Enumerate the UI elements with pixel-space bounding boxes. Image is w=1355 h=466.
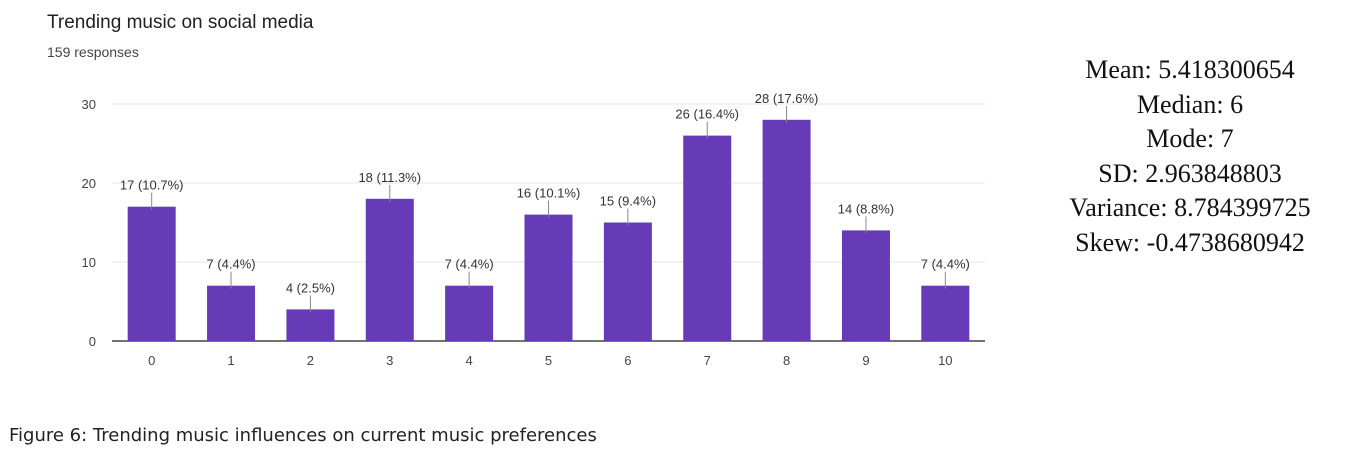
- data-label: 15 (9.4%): [600, 194, 656, 209]
- x-tick-label: 5: [545, 353, 552, 368]
- y-tick-label: 0: [89, 334, 96, 349]
- data-label: 17 (10.7%): [120, 178, 184, 193]
- bar-chart: 0 10 20 30 0 17 (10.7%) 1 7 (4.4%) 2 4 (2.5%) 3 18 …: [82, 91, 985, 368]
- stat-mode: Mode: 7: [1146, 124, 1234, 154]
- bar: [365, 198, 414, 341]
- bar: [127, 206, 176, 341]
- x-tick-label: 3: [386, 353, 393, 368]
- stat-mean: Mean: 5.418300654: [1085, 55, 1295, 84]
- stat-variance: Variance: 8.784399725: [1069, 193, 1311, 223]
- bar: [207, 285, 256, 341]
- x-tick-label: 2: [307, 353, 314, 368]
- statistics-panel: Mean: 5.418300654 Median: 6 Mode: 7 SD: …: [1040, 53, 1340, 261]
- bar: [841, 230, 890, 341]
- data-label: 16 (10.1%): [517, 186, 581, 201]
- x-tick-label: 4: [466, 353, 473, 368]
- stat-skew: Skew: -0.4738680942: [1075, 227, 1305, 257]
- x-tick-label: 1: [227, 353, 234, 368]
- figure-caption: Figure 6: Trending music influences on c…: [9, 425, 597, 446]
- stat-median: Median: 6: [1136, 89, 1244, 119]
- bar: [524, 214, 573, 341]
- chart-title: Trending music on social media: [47, 12, 314, 33]
- x-tick-label: 9: [862, 353, 869, 368]
- bar: [683, 135, 732, 341]
- bar: [445, 285, 494, 341]
- bar: [921, 285, 970, 341]
- data-label: 18 (11.3%): [358, 170, 421, 185]
- x-tick-label: 8: [783, 353, 790, 368]
- x-tick-label: 10: [938, 353, 952, 368]
- x-tick-label: 6: [624, 353, 631, 368]
- y-tick-label: 20: [82, 176, 96, 191]
- y-tick-label: 10: [82, 255, 96, 270]
- x-tick-label: 7: [704, 353, 711, 368]
- data-label: 4 (2.5%): [286, 280, 335, 295]
- stat-sd: SD: 2.963848803: [1098, 158, 1282, 188]
- x-tick-label: 0: [148, 353, 155, 368]
- data-label: 28 (17.6%): [755, 91, 819, 106]
- data-label: 14 (8.8%): [838, 201, 894, 216]
- bar: [603, 222, 652, 341]
- data-label: 7 (4.4%): [206, 257, 255, 272]
- y-tick-label: 30: [82, 97, 96, 112]
- bar: [762, 119, 811, 341]
- bar: [286, 309, 335, 341]
- data-label: 26 (16.4%): [675, 107, 739, 122]
- chart-subtitle: 159 responses: [47, 44, 139, 60]
- data-label: 7 (4.4%): [445, 257, 494, 272]
- data-label: 7 (4.4%): [921, 257, 970, 272]
